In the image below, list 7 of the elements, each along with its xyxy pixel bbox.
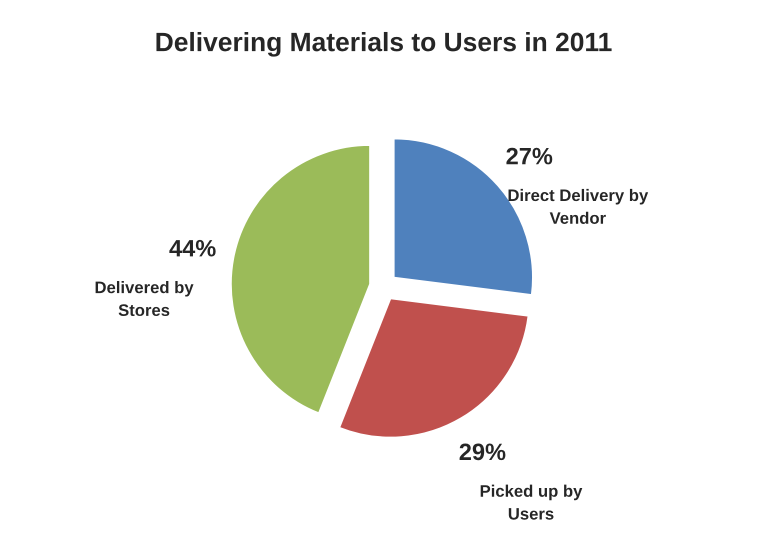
slice-label: Picked up by Users [480, 484, 582, 520]
data-label: 29% [460, 443, 506, 460]
chart-title: Delivering Materials to Users in 2011 [156, 32, 612, 57]
data-label: 27% [506, 148, 552, 164]
slice-label: Direct Delivery by Vendor [508, 188, 648, 224]
data-label: 44% [169, 240, 216, 257]
slice-label: Delivered by Stores [96, 281, 194, 316]
